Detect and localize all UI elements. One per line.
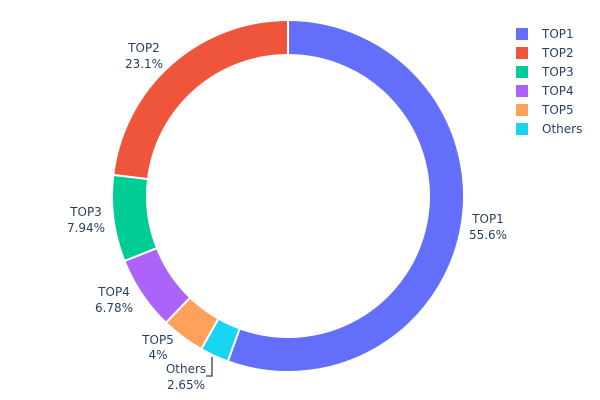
legend-swatch-top1[interactable] bbox=[516, 28, 528, 40]
label-top4-name: TOP4 bbox=[97, 285, 130, 299]
legend-item-top3[interactable]: TOP3 bbox=[541, 65, 574, 79]
label-top2-pct: 23.1% bbox=[125, 57, 163, 71]
label-top2-name: TOP2 bbox=[127, 41, 160, 55]
legend-swatch-top2[interactable] bbox=[516, 47, 528, 59]
label-others-pct: 2.65% bbox=[167, 378, 205, 392]
slice-labels: TOP1 55.6% TOP2 23.1% TOP3 7.94% TOP4 6.… bbox=[67, 41, 507, 392]
legend-swatch-top4[interactable] bbox=[516, 85, 528, 97]
label-top1-name: TOP1 bbox=[471, 212, 504, 226]
slices bbox=[111, 18, 465, 373]
slice-top3[interactable] bbox=[111, 173, 159, 263]
others-leader-line bbox=[206, 357, 213, 377]
legend-item-top4[interactable]: TOP4 bbox=[541, 84, 574, 98]
label-top1-pct: 55.6% bbox=[469, 228, 507, 242]
label-top5-pct: 4% bbox=[148, 348, 167, 362]
legend-item-top2[interactable]: TOP2 bbox=[541, 46, 574, 60]
label-top3-name: TOP3 bbox=[69, 205, 102, 219]
legend: TOP1 TOP2 TOP3 TOP4 TOP5 Others bbox=[516, 27, 582, 136]
legend-item-top5[interactable]: TOP5 bbox=[541, 103, 574, 117]
legend-item-others[interactable]: Others bbox=[542, 122, 582, 136]
legend-swatch-top5[interactable] bbox=[516, 104, 528, 116]
label-top4-pct: 6.78% bbox=[95, 301, 133, 315]
label-top5-name: TOP5 bbox=[141, 333, 174, 347]
slice-top1[interactable] bbox=[226, 18, 465, 373]
slice-top2[interactable] bbox=[112, 18, 289, 181]
legend-item-top1[interactable]: TOP1 bbox=[541, 27, 574, 41]
label-others-name: Others bbox=[166, 362, 206, 376]
legend-swatch-top3[interactable] bbox=[516, 66, 528, 78]
legend-swatch-others[interactable] bbox=[516, 123, 528, 135]
label-top3-pct: 7.94% bbox=[67, 221, 105, 235]
